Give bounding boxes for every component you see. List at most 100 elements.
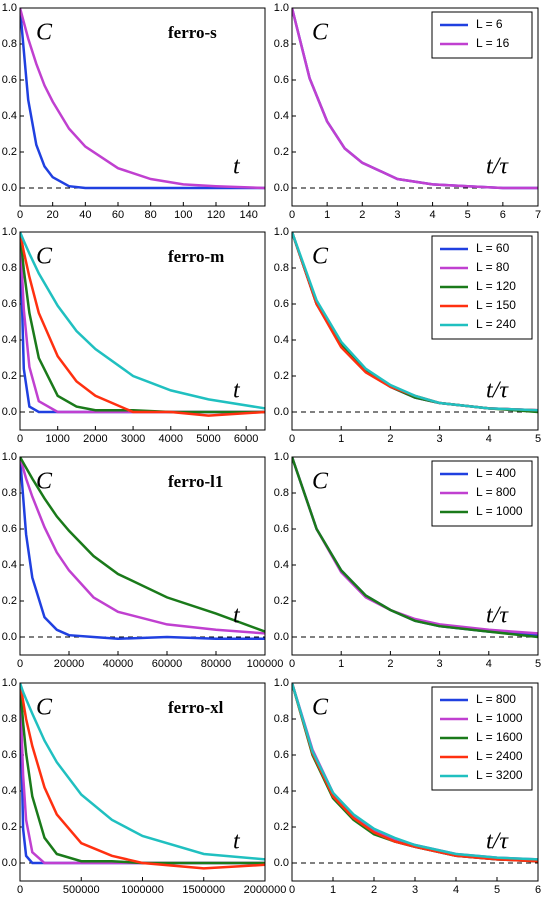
x-tick-label: 120 xyxy=(207,209,225,221)
x-tick-label: 60 xyxy=(112,209,124,221)
series-line xyxy=(20,8,265,190)
series-line xyxy=(292,232,538,412)
x-tick-label: 4 xyxy=(453,884,459,896)
series-line xyxy=(292,8,538,190)
x-tick-label: 4 xyxy=(486,658,492,670)
y-tick-label: 0.2 xyxy=(274,370,289,382)
series-line xyxy=(20,8,265,190)
x-tick-label: 6 xyxy=(535,884,541,896)
x-axis-label: t/τ xyxy=(486,829,509,855)
series-line xyxy=(20,232,265,410)
y-tick-label: 1.0 xyxy=(274,2,289,14)
y-axis-label: C xyxy=(312,20,329,46)
x-tick-label: 2 xyxy=(387,433,393,445)
x-tick-label: 0 xyxy=(289,433,295,445)
x-tick-label: 40000 xyxy=(103,658,134,670)
series-line xyxy=(20,683,265,861)
x-tick-label: 1 xyxy=(338,658,344,670)
y-tick-label: 0.6 xyxy=(274,523,289,535)
x-axis-label: t/τ xyxy=(486,154,509,180)
plot-area xyxy=(292,232,538,414)
y-axis-label: C xyxy=(312,244,329,270)
x-tick-label: 0 xyxy=(17,433,23,445)
y-tick-label: 0.8 xyxy=(2,487,17,499)
y-tick-label: 0.0 xyxy=(2,182,17,194)
x-tick-label: 0 xyxy=(289,884,295,896)
x-tick-label: 1 xyxy=(330,884,336,896)
y-tick-label: 0.8 xyxy=(274,38,289,50)
y-tick-label: 0.6 xyxy=(2,523,17,535)
y-tick-label: 1.0 xyxy=(2,226,17,238)
plot-area xyxy=(292,683,538,863)
legend-label: L = 1000 xyxy=(476,711,523,725)
panel-title: ferro-s xyxy=(168,23,217,42)
plot-area xyxy=(20,232,265,417)
panel-title: ferro-l1 xyxy=(168,472,223,491)
plot-area xyxy=(292,8,538,190)
series-line xyxy=(20,232,265,414)
x-tick-label: 2 xyxy=(371,884,377,896)
legend-box xyxy=(431,11,533,59)
axes-frame xyxy=(19,456,266,656)
x-tick-label: 1000 xyxy=(45,433,69,445)
y-tick-label: 0.4 xyxy=(2,334,17,346)
axes-frame xyxy=(291,456,539,656)
y-tick-label: 0.6 xyxy=(274,749,289,761)
x-tick-label: 2000 xyxy=(83,433,107,445)
legend-label: L = 400 xyxy=(476,466,516,480)
y-tick-label: 0.4 xyxy=(2,110,17,122)
legend-label: L = 800 xyxy=(476,485,516,499)
x-tick-label: 2 xyxy=(387,658,393,670)
x-axis-label: t xyxy=(233,603,241,629)
y-tick-label: 1.0 xyxy=(274,226,289,238)
y-tick-label: 0.2 xyxy=(274,595,289,607)
y-tick-label: 0.0 xyxy=(2,406,17,418)
y-tick-label: 0.2 xyxy=(2,595,17,607)
x-tick-label: 3 xyxy=(437,658,443,670)
y-tick-label: 0.0 xyxy=(274,857,289,869)
x-tick-label: 5 xyxy=(535,433,541,445)
x-tick-label: 1000000 xyxy=(121,884,164,896)
y-tick-label: 0.8 xyxy=(274,487,289,499)
x-tick-label: 6000 xyxy=(234,433,258,445)
x-tick-label: 500000 xyxy=(63,884,100,896)
plot-area xyxy=(20,8,265,190)
x-tick-label: 5 xyxy=(535,658,541,670)
legend-label: L = 3200 xyxy=(476,768,523,782)
x-axis-label: t xyxy=(233,378,241,404)
series-line xyxy=(20,232,265,414)
axes-frame xyxy=(19,7,266,207)
x-tick-label: 0 xyxy=(17,658,23,670)
series-line xyxy=(292,683,538,861)
y-axis-label: C xyxy=(312,469,329,495)
y-tick-label: 0.0 xyxy=(2,631,17,643)
y-tick-label: 0.6 xyxy=(274,298,289,310)
y-tick-label: 0.0 xyxy=(274,406,289,418)
series-line xyxy=(20,457,265,641)
x-tick-label: 3000 xyxy=(121,433,145,445)
x-tick-label: 40 xyxy=(79,209,91,221)
x-tick-label: 80 xyxy=(145,209,157,221)
y-axis-label: C xyxy=(36,244,53,270)
y-tick-label: 0.8 xyxy=(2,713,17,725)
x-tick-label: 0 xyxy=(17,884,23,896)
x-tick-label: 1 xyxy=(324,209,330,221)
panel-title: ferro-m xyxy=(168,247,224,266)
x-tick-label: 20000 xyxy=(54,658,85,670)
x-tick-label: 5 xyxy=(465,209,471,221)
x-tick-label: 6 xyxy=(500,209,506,221)
x-tick-label: 20 xyxy=(47,209,59,221)
y-tick-label: 1.0 xyxy=(274,677,289,689)
y-tick-label: 0.4 xyxy=(274,785,289,797)
y-tick-label: 0.6 xyxy=(2,74,17,86)
x-axis-label: t/τ xyxy=(486,378,509,404)
axes-frame xyxy=(291,682,539,882)
y-axis-label: C xyxy=(36,469,53,495)
y-tick-label: 0.0 xyxy=(2,857,17,869)
y-tick-label: 1.0 xyxy=(2,677,17,689)
y-tick-label: 0.6 xyxy=(2,749,17,761)
y-tick-label: 0.8 xyxy=(2,38,17,50)
legend-label: L = 60 xyxy=(476,241,510,255)
plot-area xyxy=(20,457,265,641)
x-tick-label: 0 xyxy=(289,658,295,670)
